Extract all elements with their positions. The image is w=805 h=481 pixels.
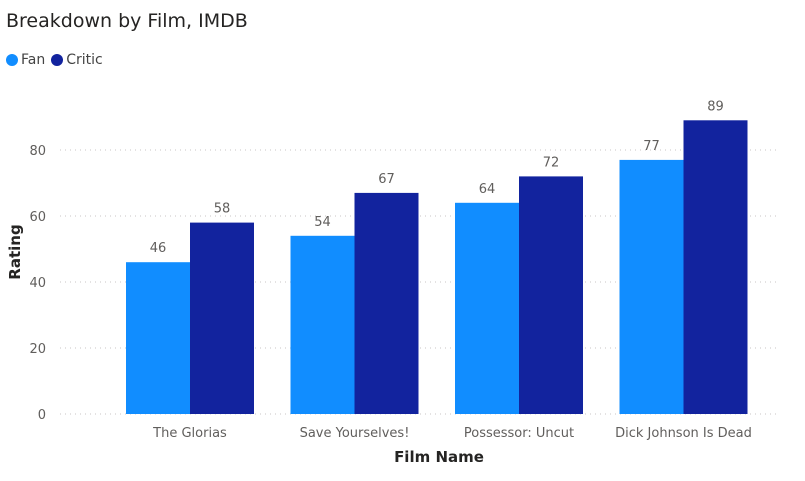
data-label: 58 [214,202,231,217]
data-label: 72 [543,155,560,170]
legend-label-critic: Critic [66,52,103,68]
bar-fan[interactable] [290,235,355,414]
legend-item-fan[interactable]: Fan [6,52,45,68]
data-label: 77 [643,139,660,154]
y-tick-label: 0 [38,408,46,423]
bar-critic[interactable] [354,192,419,414]
legend-marker-critic [51,54,64,66]
x-tick-label: The Glorias [152,426,227,441]
y-tick-label: 60 [29,210,46,225]
legend: Fan Critic [6,52,109,68]
data-label: 67 [378,172,395,187]
bar-fan[interactable] [619,159,684,414]
x-tick-label: Dick Johnson Is Dead [615,426,752,441]
x-axis-ticks: The Glorias Save Yourselves! Possessor: Un… [152,426,752,441]
bar-critic[interactable] [190,222,254,414]
bar-fan[interactable] [126,262,190,414]
y-tick-label: 80 [29,144,46,159]
y-tick-label: 40 [29,276,46,291]
legend-marker-fan [6,54,18,66]
data-label: 54 [314,215,331,230]
data-label: 64 [479,182,496,197]
bar-critic[interactable] [519,176,583,414]
y-tick-label: 20 [29,342,46,357]
x-tick-label: Save Yourselves! [300,426,410,441]
data-label: 46 [150,241,167,256]
data-label: 89 [707,99,724,114]
y-axis-ticks: 0 20 40 60 80 [29,144,46,423]
legend-item-critic[interactable]: Critic [51,52,103,68]
bar-critic[interactable] [683,120,748,415]
legend-label-fan: Fan [21,52,46,68]
bar-fan[interactable] [455,202,519,414]
y-axis-title: Rating [6,224,24,279]
bars [126,120,748,415]
chart-title: Breakdown by Film, IMDB [6,10,248,32]
x-axis-title: Film Name [394,448,484,466]
x-tick-label: Possessor: Uncut [464,426,574,441]
data-labels: 46 58 54 67 64 72 77 89 [150,99,724,256]
